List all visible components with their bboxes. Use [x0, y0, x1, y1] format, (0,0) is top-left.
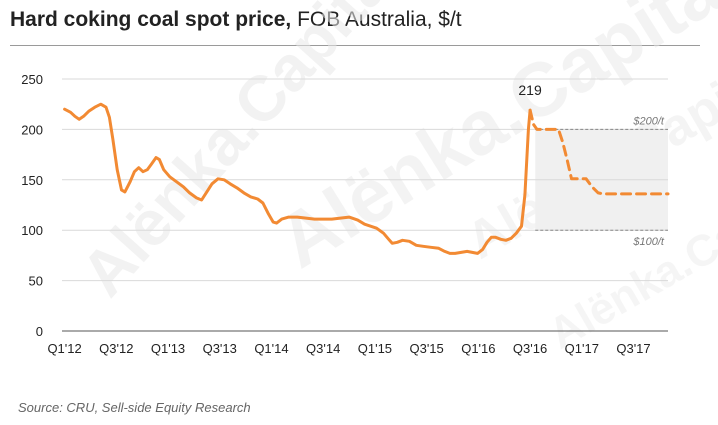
y-tick-label: 250	[21, 72, 43, 87]
x-tick-label: Q3'12	[99, 341, 133, 356]
x-tick-label: Q3'15	[409, 341, 443, 356]
title-divider	[10, 45, 700, 46]
annotations: 219 $200/t $100/t	[518, 82, 665, 248]
x-tick-label: Q3'13	[203, 341, 237, 356]
x-tick-label: Q1'14	[254, 341, 288, 356]
y-tick-label: 50	[29, 274, 43, 289]
y-tick-label: 0	[36, 324, 43, 339]
source-note: Source: CRU, Sell-side Equity Research	[18, 400, 251, 415]
peak-label: 219	[518, 82, 542, 98]
x-tick-label: Q1'16	[461, 341, 495, 356]
y-tick-label: 200	[21, 122, 43, 137]
x-tick-label: Q3'16	[513, 341, 547, 356]
gridlines	[62, 78, 668, 282]
x-tick-label: Q3'14	[306, 341, 340, 356]
chart-title: Hard coking coal spot price, FOB Austral…	[10, 8, 462, 32]
ref-label-200: $200/t	[632, 115, 665, 127]
ref-label-100: $100/t	[632, 236, 665, 248]
y-tick-label: 100	[21, 223, 43, 238]
y-axis: 0 50 100 150 200 250	[21, 72, 43, 339]
series-lines	[63, 102, 670, 255]
price-line	[63, 102, 532, 255]
x-tick-label: Q3'17	[616, 341, 650, 356]
x-tick-label: Q1'15	[358, 341, 392, 356]
forecast-line	[528, 108, 670, 196]
title-rest: FOB Australia, $/t	[291, 8, 462, 31]
x-tick-label: Q1'12	[47, 341, 81, 356]
x-tick-label: Q1'17	[565, 341, 599, 356]
title-bold: Hard coking coal spot price,	[10, 8, 292, 31]
x-tick-label: Q1'13	[151, 341, 185, 356]
y-tick-label: 150	[21, 173, 43, 188]
x-axis: Q1'12 Q3'12 Q1'13 Q3'13 Q1'14 Q3'14 Q1'15 Q3'15…	[47, 330, 668, 356]
